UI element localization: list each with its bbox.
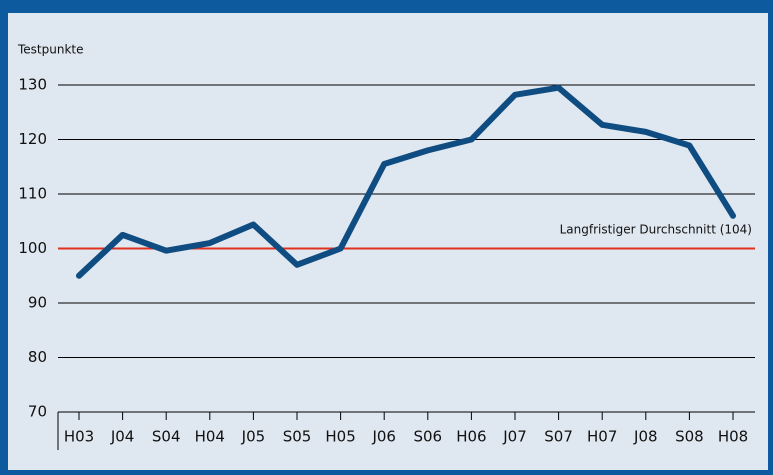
- x-tick-label: J07: [502, 428, 527, 446]
- x-tick-label: S06: [413, 428, 442, 446]
- y-tick-label: 90: [28, 294, 47, 312]
- x-tick-label: J06: [371, 428, 396, 446]
- x-tick-label: J08: [633, 428, 658, 446]
- x-tick-label: H08: [718, 428, 748, 446]
- y-axis-label: Testpunkte: [17, 43, 84, 57]
- x-tick-label: S08: [675, 428, 704, 446]
- x-tick-label: S05: [283, 428, 312, 446]
- x-tick-label: H06: [456, 428, 486, 446]
- data-line: [76, 84, 736, 279]
- y-tick-label: 70: [28, 403, 47, 421]
- x-tick-label: H04: [195, 428, 225, 446]
- x-tick-label: J05: [241, 428, 266, 446]
- plot-background: [8, 13, 768, 470]
- x-tick-label: H05: [325, 428, 355, 446]
- y-tick-label: 130: [18, 76, 47, 94]
- x-tick-label: J04: [110, 428, 135, 446]
- x-tick-label: S07: [544, 428, 573, 446]
- y-tick-label: 120: [18, 130, 47, 148]
- x-tick-label: H03: [64, 428, 94, 446]
- y-tick-label: 110: [18, 185, 47, 203]
- x-tick-label: S04: [152, 428, 181, 446]
- x-tick-label: H07: [587, 428, 617, 446]
- y-tick-label: 80: [28, 348, 47, 366]
- y-tick-label: 100: [18, 239, 47, 257]
- reference-label: Langfristiger Durchschnitt (104): [560, 223, 752, 237]
